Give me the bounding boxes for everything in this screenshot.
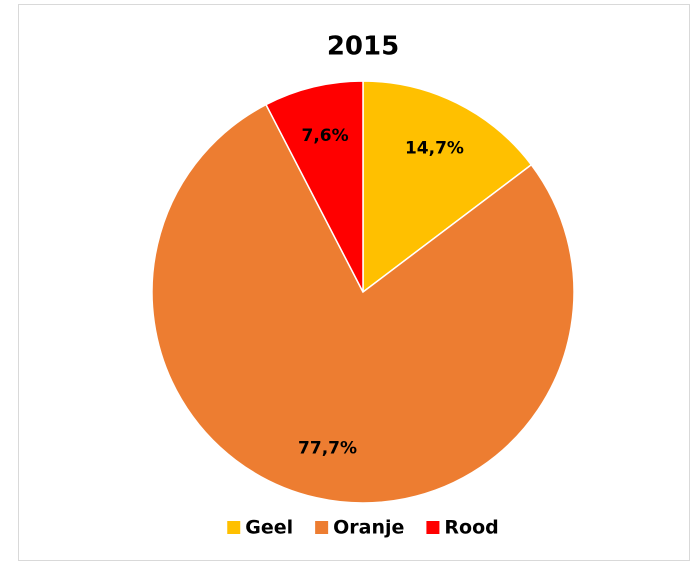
pie-slice [362, 80, 533, 294]
legend-label: Rood [444, 517, 498, 539]
legend-label: Geel [245, 517, 293, 539]
data-label: 14,7% [405, 138, 464, 158]
pie-slice [265, 80, 364, 293]
legend-label: Oranje [333, 517, 404, 539]
chart-title: 2015 [327, 32, 399, 62]
data-label: 77,7% [298, 438, 357, 458]
legend-swatch [426, 521, 440, 534]
pie-slice [151, 103, 575, 504]
legend-swatch [315, 521, 329, 534]
legend-swatch [227, 521, 241, 534]
data-label: 7,6% [301, 126, 348, 146]
